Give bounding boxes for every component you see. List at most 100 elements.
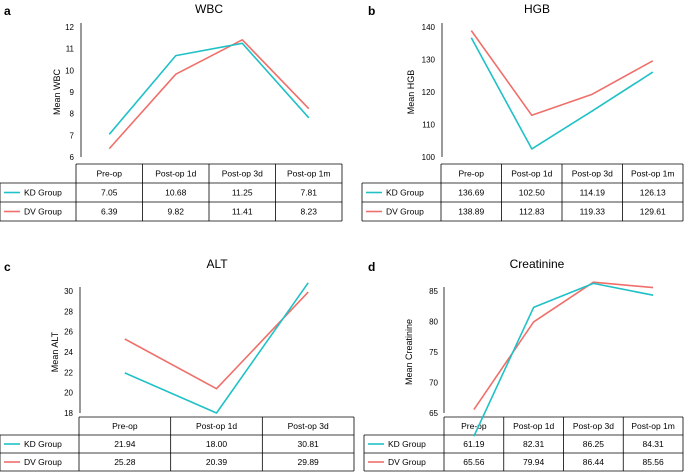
y-tick-label: 120 bbox=[422, 88, 436, 97]
table-value: 30.81 bbox=[298, 439, 320, 449]
y-tick-label: 80 bbox=[429, 318, 438, 327]
y-tick-label: 70 bbox=[429, 379, 438, 388]
table-value: 85.56 bbox=[642, 457, 664, 467]
table-category-header: Post-op 1d bbox=[513, 421, 554, 431]
table-category-header: Post-op 1d bbox=[511, 169, 552, 179]
data-table bbox=[0, 163, 343, 222]
y-tick-label: 140 bbox=[422, 23, 436, 32]
table-value: 86.25 bbox=[583, 439, 605, 449]
panel-letter: d bbox=[368, 260, 375, 274]
series-line-kd bbox=[470, 37, 654, 150]
y-tick-label: 30 bbox=[64, 287, 73, 296]
chart-title: Creatinine bbox=[510, 257, 565, 271]
table-value: 18.00 bbox=[206, 439, 228, 449]
panel-a: a WBC 6 7 8 9 10 11 12 Mean WBC Pre-op Post-op 1d Po… bbox=[0, 2, 343, 222]
table-category-header: Post-op 3d bbox=[222, 169, 263, 179]
table-value: 112.83 bbox=[519, 207, 545, 217]
table-category-header: Post-op 1d bbox=[196, 421, 237, 431]
y-tick-label: 12 bbox=[65, 23, 74, 32]
y-tick-label: 22 bbox=[64, 368, 73, 377]
table-value: 65.56 bbox=[463, 457, 485, 467]
table-category-header: Post-op 1m bbox=[631, 421, 674, 431]
y-tick-label: 11 bbox=[66, 45, 75, 54]
table-value: 10.68 bbox=[165, 188, 187, 198]
series-line-kd bbox=[473, 282, 654, 437]
legend-label: DV Group bbox=[24, 207, 62, 217]
y-tick-label: 28 bbox=[64, 307, 73, 316]
legend-label: DV Group bbox=[24, 457, 62, 467]
table-value: 84.31 bbox=[642, 439, 664, 449]
y-tick-label: 26 bbox=[64, 328, 73, 337]
legend-label: KD Group bbox=[388, 439, 426, 449]
table-value: 138.89 bbox=[458, 207, 484, 217]
y-tick-label: 6 bbox=[70, 153, 75, 162]
table-value: 20.39 bbox=[206, 457, 228, 467]
table-category-header: Post-op 1d bbox=[155, 169, 196, 179]
y-tick-label: 10 bbox=[65, 66, 74, 75]
table-value: 79.94 bbox=[523, 457, 545, 467]
table-value: 102.50 bbox=[519, 188, 545, 198]
series-line-kd bbox=[108, 42, 310, 135]
table-category-header: Pre-op bbox=[458, 169, 484, 179]
series-line-kd bbox=[124, 282, 309, 414]
panel-d: d Creatinine 65 70 75 80 85 Mean Creatinine Pre-… bbox=[363, 257, 684, 472]
table-value: 114.19 bbox=[580, 188, 606, 198]
series-line-dv bbox=[108, 38, 310, 150]
table-value: 7.81 bbox=[300, 188, 317, 198]
y-tick-label: 20 bbox=[64, 389, 73, 398]
table-value: 129.61 bbox=[640, 207, 666, 217]
table-value: 136.69 bbox=[458, 188, 484, 198]
series-line-dv bbox=[124, 291, 309, 390]
y-tick-label: 8 bbox=[70, 110, 75, 119]
y-tick-label: 9 bbox=[70, 88, 75, 97]
chart-title: WBC bbox=[195, 2, 223, 16]
y-tick-label: 18 bbox=[64, 409, 73, 418]
legend-label: KD Group bbox=[24, 188, 62, 198]
table-category-header: Post-op 1m bbox=[631, 169, 674, 179]
table-value: 8.23 bbox=[300, 207, 317, 217]
data-table bbox=[0, 416, 355, 472]
y-tick-label: 24 bbox=[64, 348, 73, 357]
table-value: 61.19 bbox=[463, 439, 485, 449]
table-value: 21.94 bbox=[114, 439, 136, 449]
panel-letter: c bbox=[4, 260, 11, 274]
data-table bbox=[363, 416, 684, 472]
y-tick-label: 100 bbox=[422, 153, 436, 162]
table-value: 29.89 bbox=[298, 457, 320, 467]
table-value: 11.25 bbox=[232, 188, 253, 198]
table-value: 9.82 bbox=[167, 207, 184, 217]
legend-label: DV Group bbox=[388, 457, 426, 467]
y-tick-label: 75 bbox=[429, 348, 438, 357]
data-table bbox=[361, 163, 684, 222]
y-tick-label: 130 bbox=[422, 56, 436, 65]
table-value: 7.05 bbox=[101, 188, 118, 198]
table-category-header: Post-op 1m bbox=[287, 169, 330, 179]
chart-title: HGB bbox=[524, 2, 550, 16]
chart-title: ALT bbox=[206, 257, 228, 271]
panel-c: c ALT 18 20 22 24 26 28 30 Mean ALT Pre-op Post-op … bbox=[0, 257, 355, 472]
y-tick-label: 65 bbox=[429, 409, 438, 418]
legend-label: KD Group bbox=[386, 188, 424, 198]
y-axis-label: Mean ALT bbox=[50, 331, 60, 372]
y-axis-label: Mean HGB bbox=[406, 70, 416, 115]
table-category-header: Pre-op bbox=[96, 169, 122, 179]
table-value: 82.31 bbox=[523, 439, 545, 449]
table-category-header: Post-op 3d bbox=[288, 421, 329, 431]
series-line-dv bbox=[470, 30, 654, 117]
series-line-dv bbox=[473, 281, 654, 411]
panel-letter: b bbox=[368, 4, 375, 18]
table-category-header: Post-op 3d bbox=[573, 421, 614, 431]
table-value: 6.39 bbox=[101, 207, 118, 217]
table-value: 126.13 bbox=[640, 188, 666, 198]
y-tick-label: 110 bbox=[422, 121, 435, 130]
panel-b: b HGB 100 110 120 130 140 Mean HGB Pre-op Post-op… bbox=[361, 2, 684, 222]
y-axis-label: Mean WBC bbox=[52, 68, 62, 115]
table-category-header: Post-op 3d bbox=[572, 169, 613, 179]
y-tick-label: 85 bbox=[429, 287, 438, 296]
table-value: 25.28 bbox=[114, 457, 136, 467]
y-tick-label: 7 bbox=[70, 131, 75, 140]
legend-label: DV Group bbox=[386, 207, 424, 217]
table-value: 11.41 bbox=[232, 207, 253, 217]
table-category-header: Pre-op bbox=[461, 421, 487, 431]
